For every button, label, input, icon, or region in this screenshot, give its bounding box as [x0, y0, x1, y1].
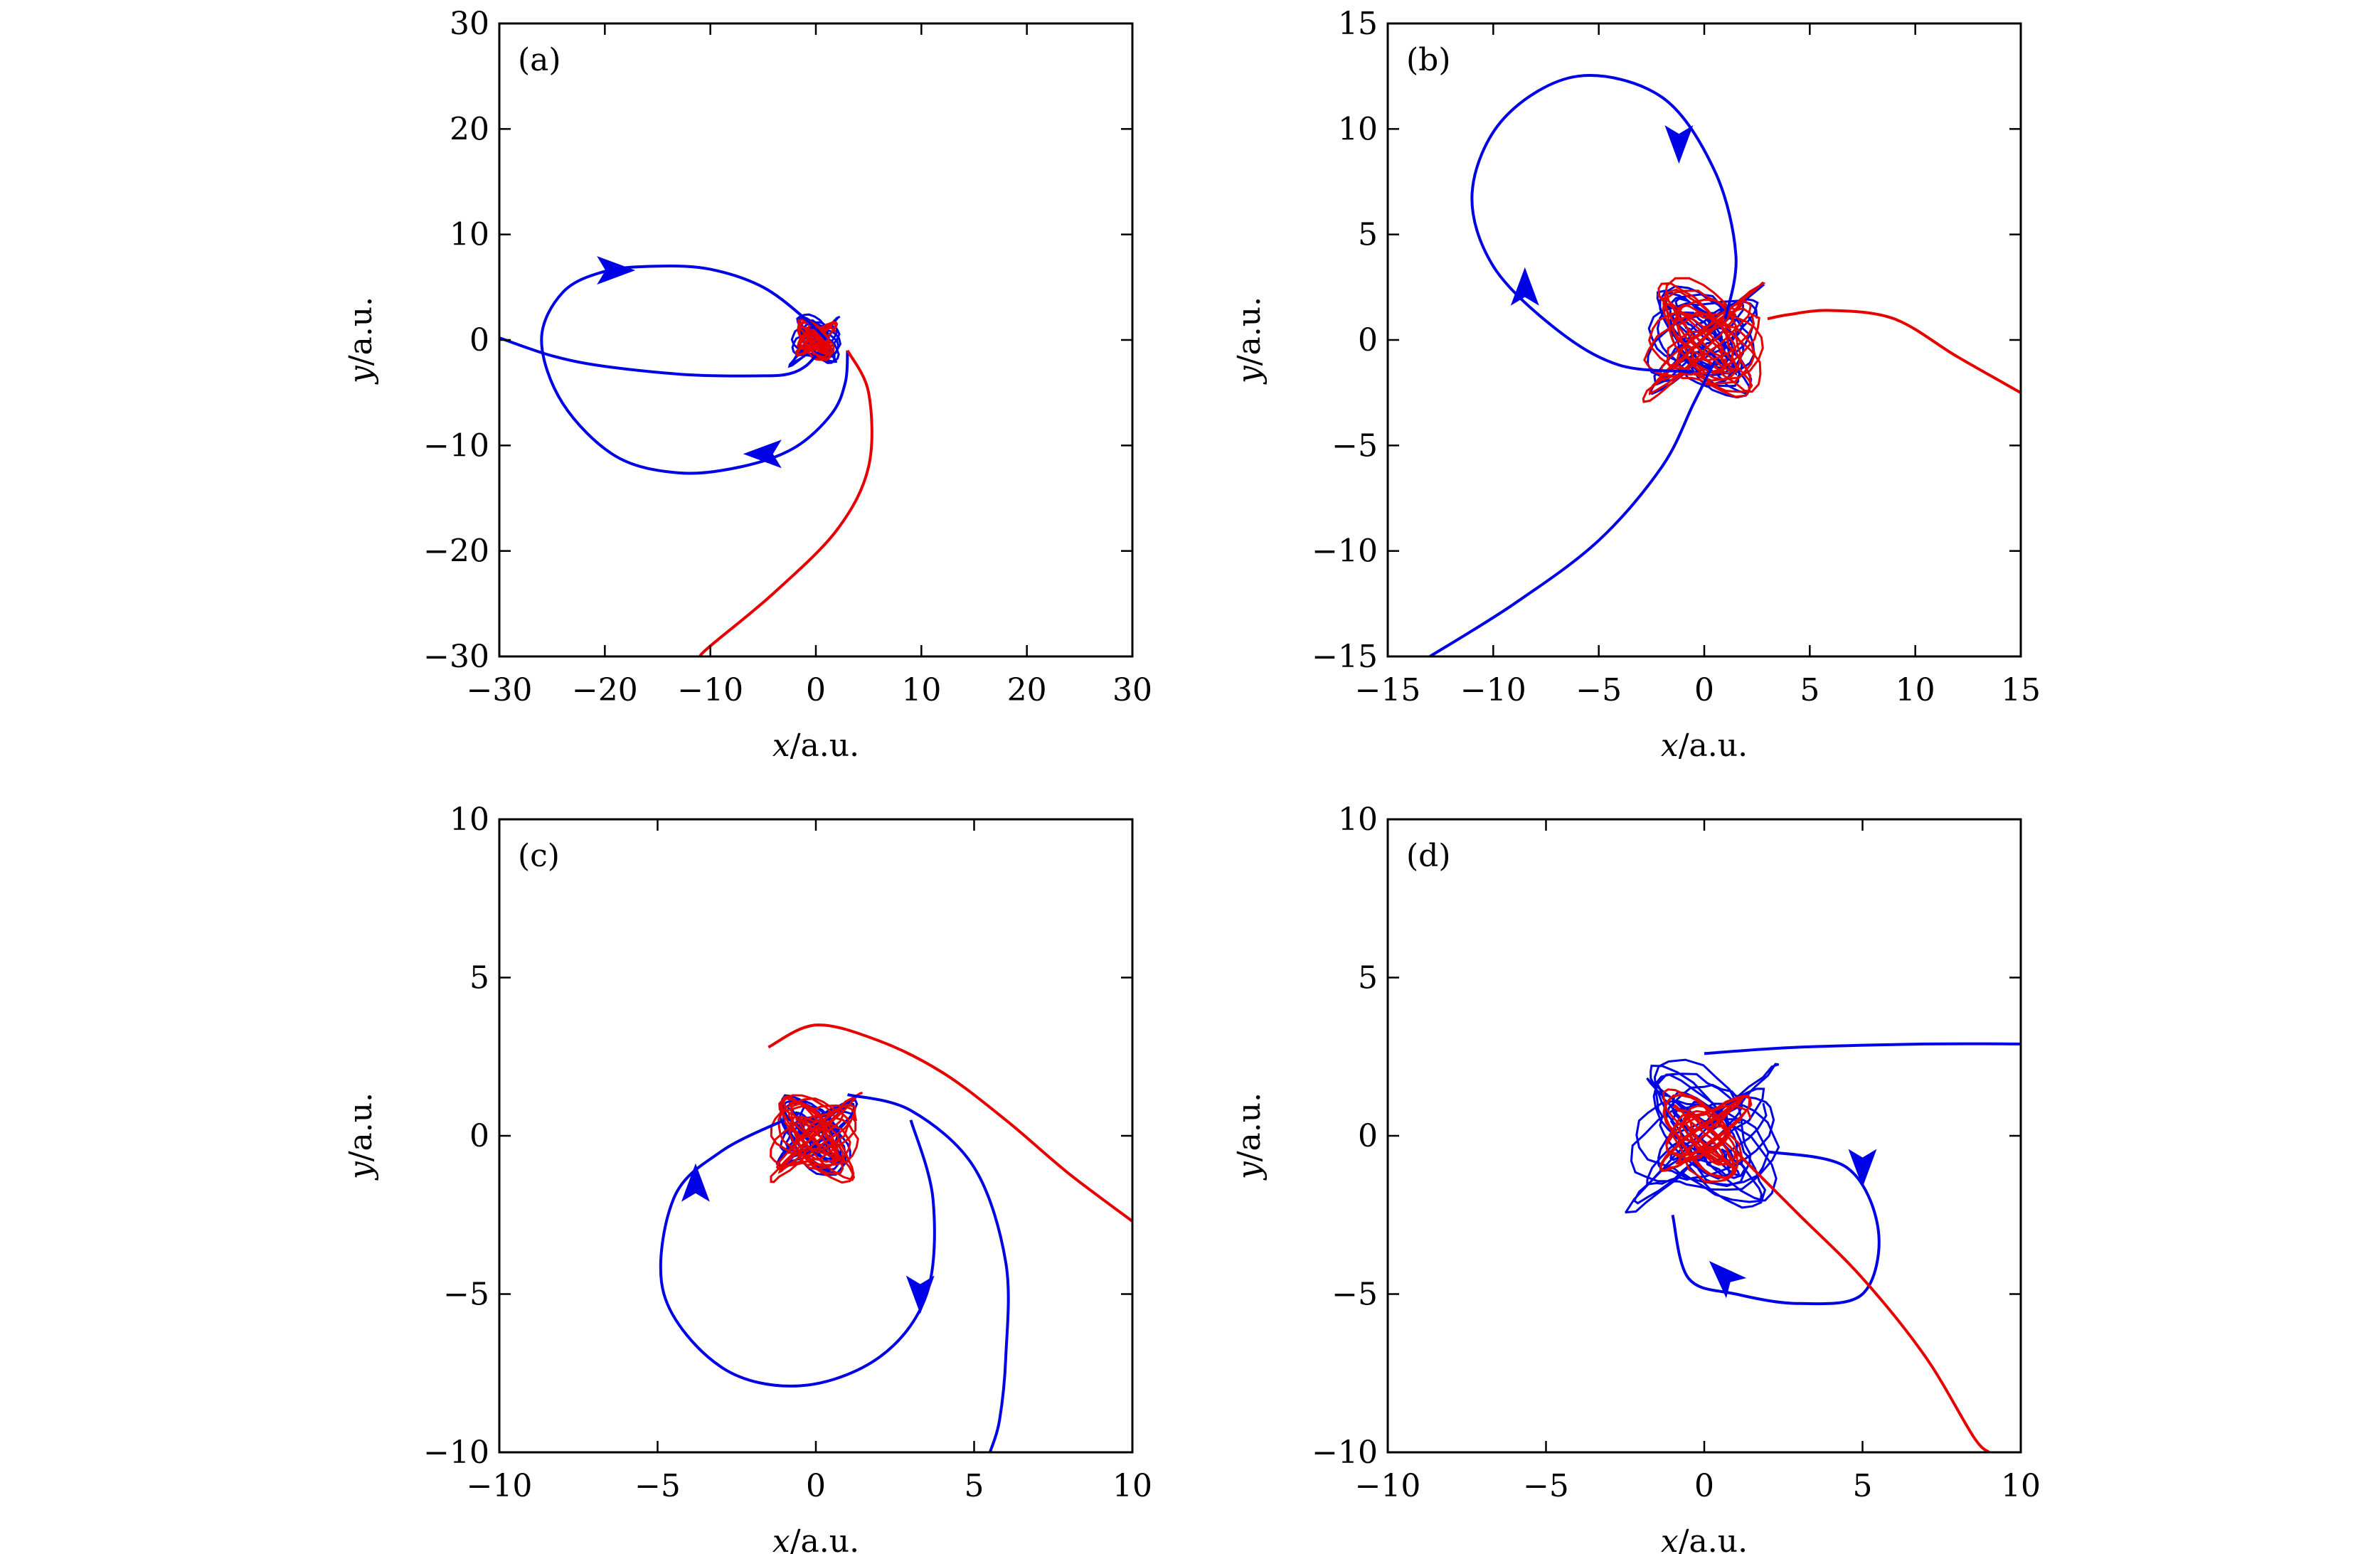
y-tick-label: 30 — [450, 6, 489, 42]
x-tick-label: 30 — [1112, 672, 1152, 708]
panel-a: −30 −20 −10 0 10 20 30 −30 −20 −10 0 10 20 30 (a) x/a.u… — [343, 6, 1152, 764]
blue-trajectory — [499, 336, 817, 378]
plot-area — [499, 256, 873, 656]
x-tick-label: −30 — [467, 672, 533, 708]
tangle-red — [795, 319, 839, 361]
x-tick-label: 10 — [2001, 1468, 2041, 1504]
panel-d: −10 −5 0 5 10 −10 −5 0 5 10 (d) x/a.u. y/a.u. — [1231, 802, 2041, 1554]
y-axis-label: y/a.u. — [343, 1092, 379, 1181]
direction-arrow — [743, 440, 782, 469]
direction-arrow — [1664, 125, 1694, 164]
y-tick-label: 0 — [469, 1118, 489, 1154]
x-tick-label: −10 — [467, 1468, 533, 1504]
y-axis-label: y/a.u. — [1231, 1092, 1268, 1181]
tangle-red — [1659, 1088, 1753, 1183]
y-tick-label: 0 — [1358, 322, 1378, 358]
y-axis-label: y/a.u. — [343, 297, 379, 385]
x-tick-label: 10 — [1896, 672, 1935, 708]
plot-area — [659, 1023, 1132, 1452]
plot-area — [1429, 74, 2021, 656]
direction-arrow — [1848, 1149, 1877, 1188]
x-axis-label: x/a.u. — [1661, 728, 1748, 764]
x-tick-label: −10 — [1460, 672, 1526, 708]
y-tick-label: −5 — [1332, 427, 1378, 464]
y-tick-label: 10 — [1338, 802, 1378, 838]
tangle-red — [1642, 277, 1766, 403]
tangle-red — [770, 1092, 864, 1184]
y-tick-label: 15 — [1338, 6, 1378, 42]
x-tick-label: 0 — [1694, 1468, 1714, 1504]
panel-label: (c) — [518, 838, 560, 874]
direction-arrow — [905, 1275, 935, 1314]
x-tick-label: 0 — [1694, 672, 1714, 708]
y-tick-label: 20 — [450, 111, 489, 147]
red-trajectory — [767, 1023, 1132, 1223]
y-tick-label: −30 — [423, 639, 489, 675]
x-tick-label: −10 — [1355, 1468, 1421, 1504]
x-tick-label: 10 — [1112, 1468, 1152, 1504]
panel-label: (a) — [518, 42, 561, 78]
x-tick-label: −20 — [572, 672, 638, 708]
blue-trajectory — [847, 1093, 1010, 1452]
plot-area — [1625, 1042, 2021, 1452]
panel-c: −10 −5 0 5 10 −10 −5 0 5 10 (c) x/a.u. y/a.u. — [343, 802, 1152, 1554]
x-axis-label: x/a.u. — [1661, 1523, 1748, 1554]
x-tick-label: 0 — [806, 1468, 826, 1504]
blue-loop — [659, 1119, 936, 1388]
x-tick-label: −5 — [1523, 1468, 1569, 1504]
y-tick-label: −5 — [1332, 1277, 1378, 1313]
tangle-blue — [1625, 1058, 1780, 1214]
x-tick-label: 5 — [965, 1468, 984, 1504]
red-trajectory — [1735, 1150, 1990, 1452]
direction-arrow — [1510, 267, 1539, 306]
direction-arrow — [681, 1163, 710, 1202]
y-tick-label: 10 — [450, 802, 489, 838]
y-tick-label: −10 — [1312, 533, 1378, 570]
x-tick-label: 20 — [1007, 672, 1047, 708]
x-tick-label: 15 — [2001, 672, 2041, 708]
panel-b: −15 −10 −5 0 5 10 15 −15 −10 −5 0 5 10 15 (b) x/a.u. y/a… — [1231, 6, 2041, 764]
y-tick-label: 10 — [450, 217, 489, 253]
y-tick-label: −10 — [1312, 1435, 1378, 1471]
direction-arrow — [597, 256, 636, 285]
y-tick-label: 5 — [1358, 960, 1378, 996]
y-tick-label: 10 — [1338, 111, 1378, 147]
x-tick-label: 5 — [1800, 672, 1819, 708]
blue-trajectory — [1429, 360, 1716, 656]
y-tick-label: −10 — [423, 427, 489, 464]
red-trajectory — [698, 349, 873, 656]
blue-loop — [540, 264, 849, 475]
red-trajectory — [1767, 309, 2021, 394]
y-axis-label: y/a.u. — [1231, 297, 1268, 385]
x-tick-label: 10 — [901, 672, 941, 708]
y-tick-label: 5 — [469, 960, 489, 996]
y-tick-label: −20 — [423, 533, 489, 570]
blue-loop — [1470, 74, 1738, 373]
blue-trajectory — [1704, 1042, 2021, 1055]
blue-loop — [1671, 1150, 1881, 1306]
x-tick-label: −5 — [634, 1468, 681, 1504]
x-tick-label: −15 — [1355, 672, 1421, 708]
direction-arrow — [1709, 1261, 1747, 1299]
x-tick-label: 5 — [1853, 1468, 1873, 1504]
x-tick-label: −5 — [1576, 672, 1622, 708]
panel-label: (b) — [1406, 42, 1451, 78]
y-tick-label: 5 — [1358, 217, 1378, 253]
x-tick-label: 0 — [806, 672, 826, 708]
y-tick-label: −5 — [443, 1277, 489, 1313]
x-tick-label: −10 — [677, 672, 743, 708]
y-tick-label: −15 — [1312, 639, 1378, 675]
y-tick-label: 0 — [469, 322, 489, 358]
x-axis-label: x/a.u. — [772, 1523, 859, 1554]
y-tick-label: −10 — [423, 1435, 489, 1471]
x-axis-label: x/a.u. — [772, 728, 859, 764]
panel-label: (d) — [1406, 838, 1451, 874]
y-tick-label: 0 — [1358, 1118, 1378, 1154]
